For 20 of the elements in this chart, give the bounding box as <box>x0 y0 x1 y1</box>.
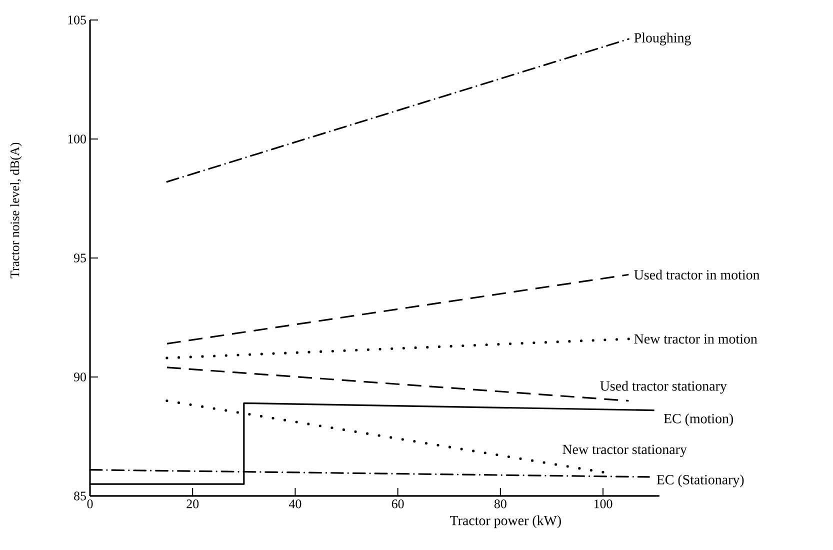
x-tick-label: 100 <box>594 500 612 508</box>
y-tick-label: 85 <box>74 492 86 500</box>
x-tick-label: 80 <box>494 500 506 508</box>
y-tick-label: 95 <box>74 254 86 262</box>
series-label: EC (Stationary) <box>656 474 744 488</box>
y-tick-label: 105 <box>68 16 86 24</box>
x-axis-title: Tractor power (kW) <box>450 515 561 528</box>
series-label: Used tractor in motion <box>634 270 760 280</box>
x-tick-label: 0 <box>87 500 93 508</box>
x-tick-label: 40 <box>288 500 302 508</box>
y-tick-label: 90 <box>74 372 86 382</box>
series-label: New tractor in motion <box>634 334 758 344</box>
y-tick-label: 100 <box>68 134 86 144</box>
series-label: New tractor stationary <box>562 444 687 457</box>
series-label: Ploughing <box>634 32 691 46</box>
series-label: Used tractor stationary <box>600 380 727 394</box>
series-label: EC (motion) <box>664 413 734 426</box>
x-tick-label: 60 <box>392 500 404 508</box>
y-axis-title: Tractor noise level, dB(A) <box>10 142 22 278</box>
x-tick-label: 20 <box>186 500 199 508</box>
